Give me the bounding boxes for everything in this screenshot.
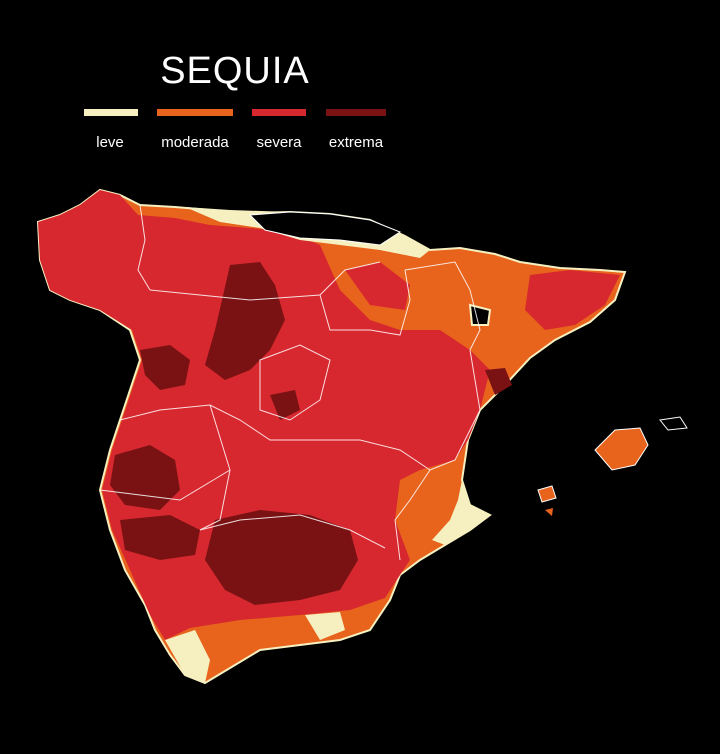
severe-zone-aragon: [345, 262, 410, 310]
no-drought-zone: [248, 211, 402, 246]
legend-label-leve: leve: [96, 134, 124, 151]
legend-label-extrema: extrema: [328, 134, 384, 151]
island-ibiza: [537, 485, 557, 503]
extreme-zone-north: [205, 262, 285, 380]
region-borders: [99, 204, 481, 561]
extreme-zone-south: [205, 510, 358, 605]
map-title: SEQUIA: [160, 50, 310, 92]
legend-swatch-moderada: [157, 109, 233, 116]
legend-swatch-leve: [84, 109, 138, 116]
legend-swatch-extrema: [326, 109, 386, 116]
extreme-zone-southwest: [120, 515, 200, 560]
mild-zone-almeria: [305, 612, 345, 640]
legend-label-severa: severa: [256, 134, 302, 151]
island-menorca: [659, 416, 688, 431]
mild-zone-south-coast: [165, 630, 210, 683]
extreme-zone-center: [270, 390, 300, 420]
island-formentera: [545, 508, 553, 516]
severe-zone-northeast: [525, 270, 620, 330]
extreme-zone-ebro: [485, 368, 512, 395]
legend-swatch-severa: [252, 109, 306, 116]
island-mallorca: [594, 427, 649, 471]
extreme-zone-west: [140, 345, 190, 390]
mild-zone-east-coast: [432, 480, 490, 545]
legend-label-moderada: moderada: [161, 134, 229, 151]
